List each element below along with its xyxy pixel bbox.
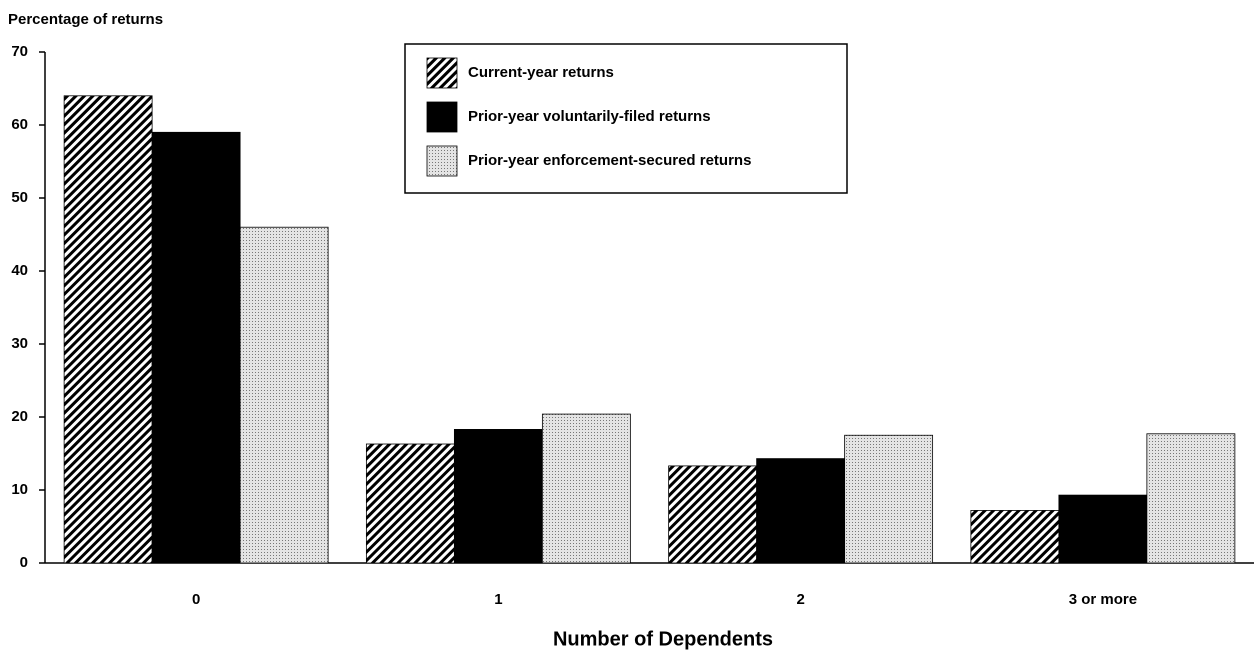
bar bbox=[63, 95, 153, 564]
legend-label: Current-year returns bbox=[468, 64, 614, 81]
bar bbox=[453, 429, 543, 564]
bar bbox=[844, 434, 934, 564]
bar bbox=[1146, 433, 1236, 564]
legend-label: Prior-year enforcement-secured returns bbox=[468, 152, 751, 169]
y-axis-title: Percentage of returns bbox=[8, 11, 163, 28]
x-tick-label: 1 bbox=[494, 591, 502, 608]
y-tick-label: 10 bbox=[11, 481, 28, 498]
bar bbox=[1058, 494, 1148, 564]
y-tick-label: 60 bbox=[11, 116, 28, 133]
x-tick-label: 2 bbox=[796, 591, 804, 608]
y-tick-label: 0 bbox=[20, 554, 28, 571]
legend-label: Prior-year voluntarily-filed returns bbox=[468, 108, 711, 125]
y-tick-label: 30 bbox=[11, 335, 28, 352]
y-tick-label: 70 bbox=[11, 43, 28, 60]
bar bbox=[365, 443, 455, 564]
bar bbox=[541, 413, 631, 564]
bar bbox=[151, 131, 241, 564]
legend-swatch bbox=[426, 145, 458, 177]
bar bbox=[970, 510, 1060, 564]
y-tick-label: 50 bbox=[11, 189, 28, 206]
bar bbox=[239, 226, 329, 564]
y-tick-label: 40 bbox=[11, 262, 28, 279]
x-axis-title: Number of Dependents bbox=[553, 628, 773, 650]
legend-swatch bbox=[426, 101, 458, 133]
legend-swatch bbox=[426, 57, 458, 89]
y-tick-label: 20 bbox=[11, 408, 28, 425]
x-tick-label: 0 bbox=[192, 591, 200, 608]
legend-box bbox=[404, 43, 848, 194]
x-tick-label: 3 or more bbox=[1069, 591, 1137, 608]
bar bbox=[756, 458, 846, 564]
bar bbox=[668, 465, 758, 564]
